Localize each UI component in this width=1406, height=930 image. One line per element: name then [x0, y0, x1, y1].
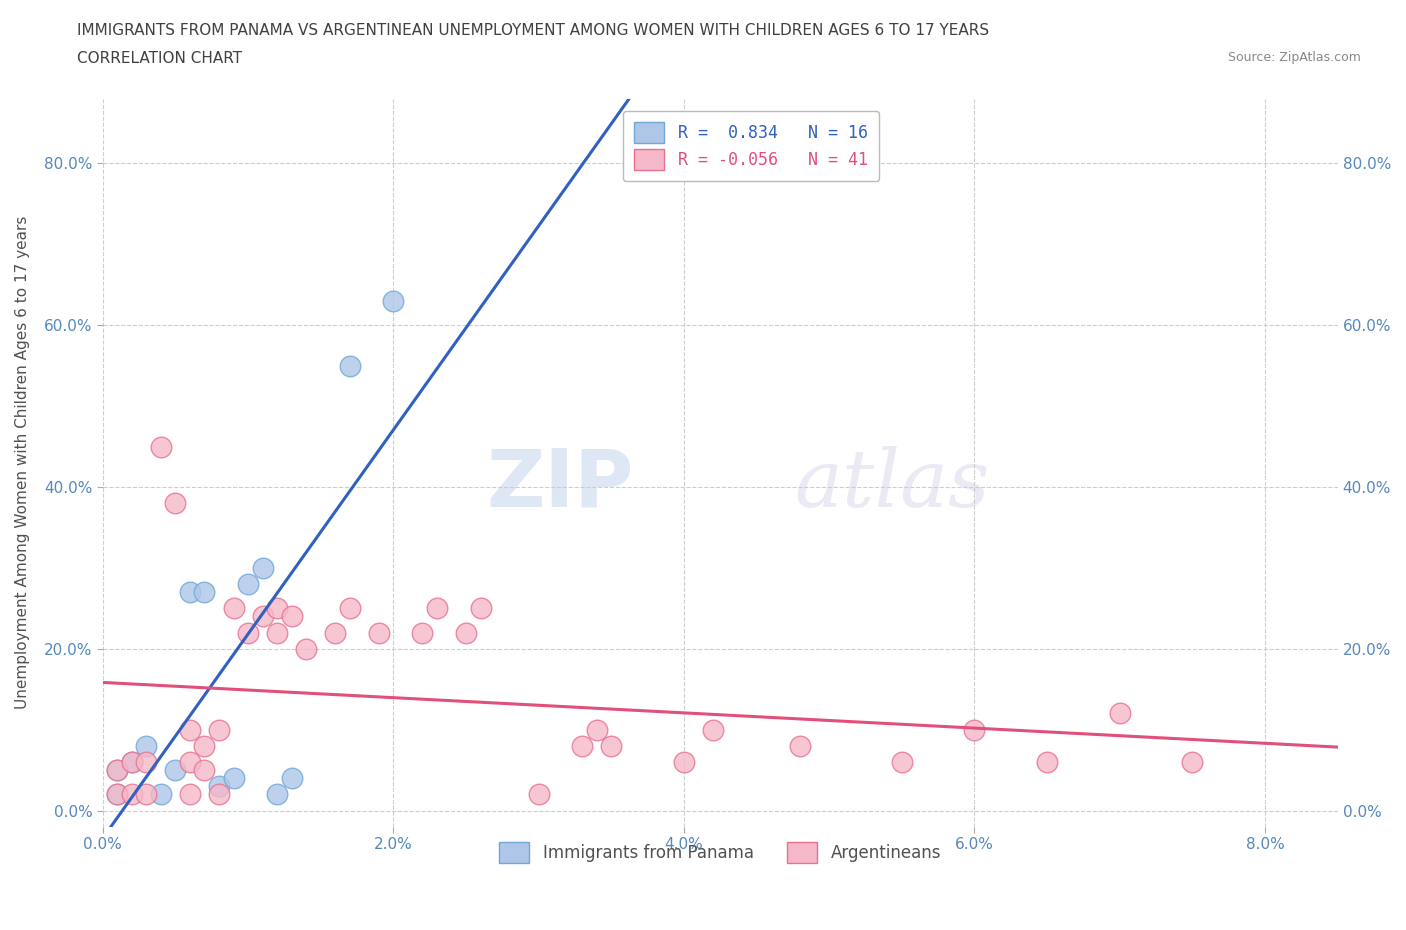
Point [105, 787, 128, 802]
Point [266, 625, 288, 640]
Point [105, 763, 128, 777]
Point [179, 754, 201, 769]
Point [193, 585, 215, 600]
Point [165, 763, 187, 777]
Point [382, 294, 405, 309]
Point [280, 609, 302, 624]
Point [963, 723, 986, 737]
Legend: Immigrants from Panama, Argentineans: Immigrants from Panama, Argentineans [494, 836, 948, 870]
Text: IMMIGRANTS FROM PANAMA VS ARGENTINEAN UNEMPLOYMENT AMONG WOMEN WITH CHILDREN AGE: IMMIGRANTS FROM PANAMA VS ARGENTINEAN UN… [77, 23, 990, 38]
Point [295, 642, 318, 657]
Point [135, 754, 157, 769]
Point [252, 561, 274, 576]
Point [179, 723, 201, 737]
Point [208, 787, 231, 802]
Point [149, 787, 172, 802]
Point [411, 625, 433, 640]
Point [105, 787, 128, 802]
Point [222, 601, 245, 616]
Point [105, 763, 128, 777]
Point [266, 787, 288, 802]
Point [179, 585, 201, 600]
Point [135, 787, 157, 802]
Text: ZIP: ZIP [486, 445, 634, 524]
Point [672, 754, 695, 769]
Point [121, 787, 143, 802]
Point [236, 625, 259, 640]
Point [702, 723, 724, 737]
Point [426, 601, 449, 616]
Point [208, 778, 231, 793]
Point [135, 738, 157, 753]
Point [367, 625, 389, 640]
Point [121, 754, 143, 769]
Point [339, 601, 361, 616]
Point [165, 496, 187, 511]
Point [789, 738, 811, 753]
Point [323, 625, 346, 640]
Text: atlas: atlas [794, 445, 990, 524]
Point [1108, 706, 1130, 721]
Point [252, 609, 274, 624]
Point [222, 771, 245, 786]
Point [193, 763, 215, 777]
Point [527, 787, 550, 802]
Point [890, 754, 912, 769]
Point [179, 787, 201, 802]
Point [585, 723, 607, 737]
Point [266, 601, 288, 616]
Text: Source: ZipAtlas.com: Source: ZipAtlas.com [1227, 51, 1361, 64]
Point [149, 439, 172, 454]
Point [208, 723, 231, 737]
Point [454, 625, 477, 640]
Y-axis label: Unemployment Among Women with Children Ages 6 to 17 years: Unemployment Among Women with Children A… [15, 216, 30, 710]
Point [193, 738, 215, 753]
Point [1181, 754, 1204, 769]
Point [470, 601, 492, 616]
Point [600, 738, 623, 753]
Text: CORRELATION CHART: CORRELATION CHART [77, 51, 242, 66]
Point [236, 577, 259, 591]
Point [571, 738, 593, 753]
Point [121, 754, 143, 769]
Point [339, 358, 361, 373]
Point [280, 771, 302, 786]
Point [1036, 754, 1059, 769]
